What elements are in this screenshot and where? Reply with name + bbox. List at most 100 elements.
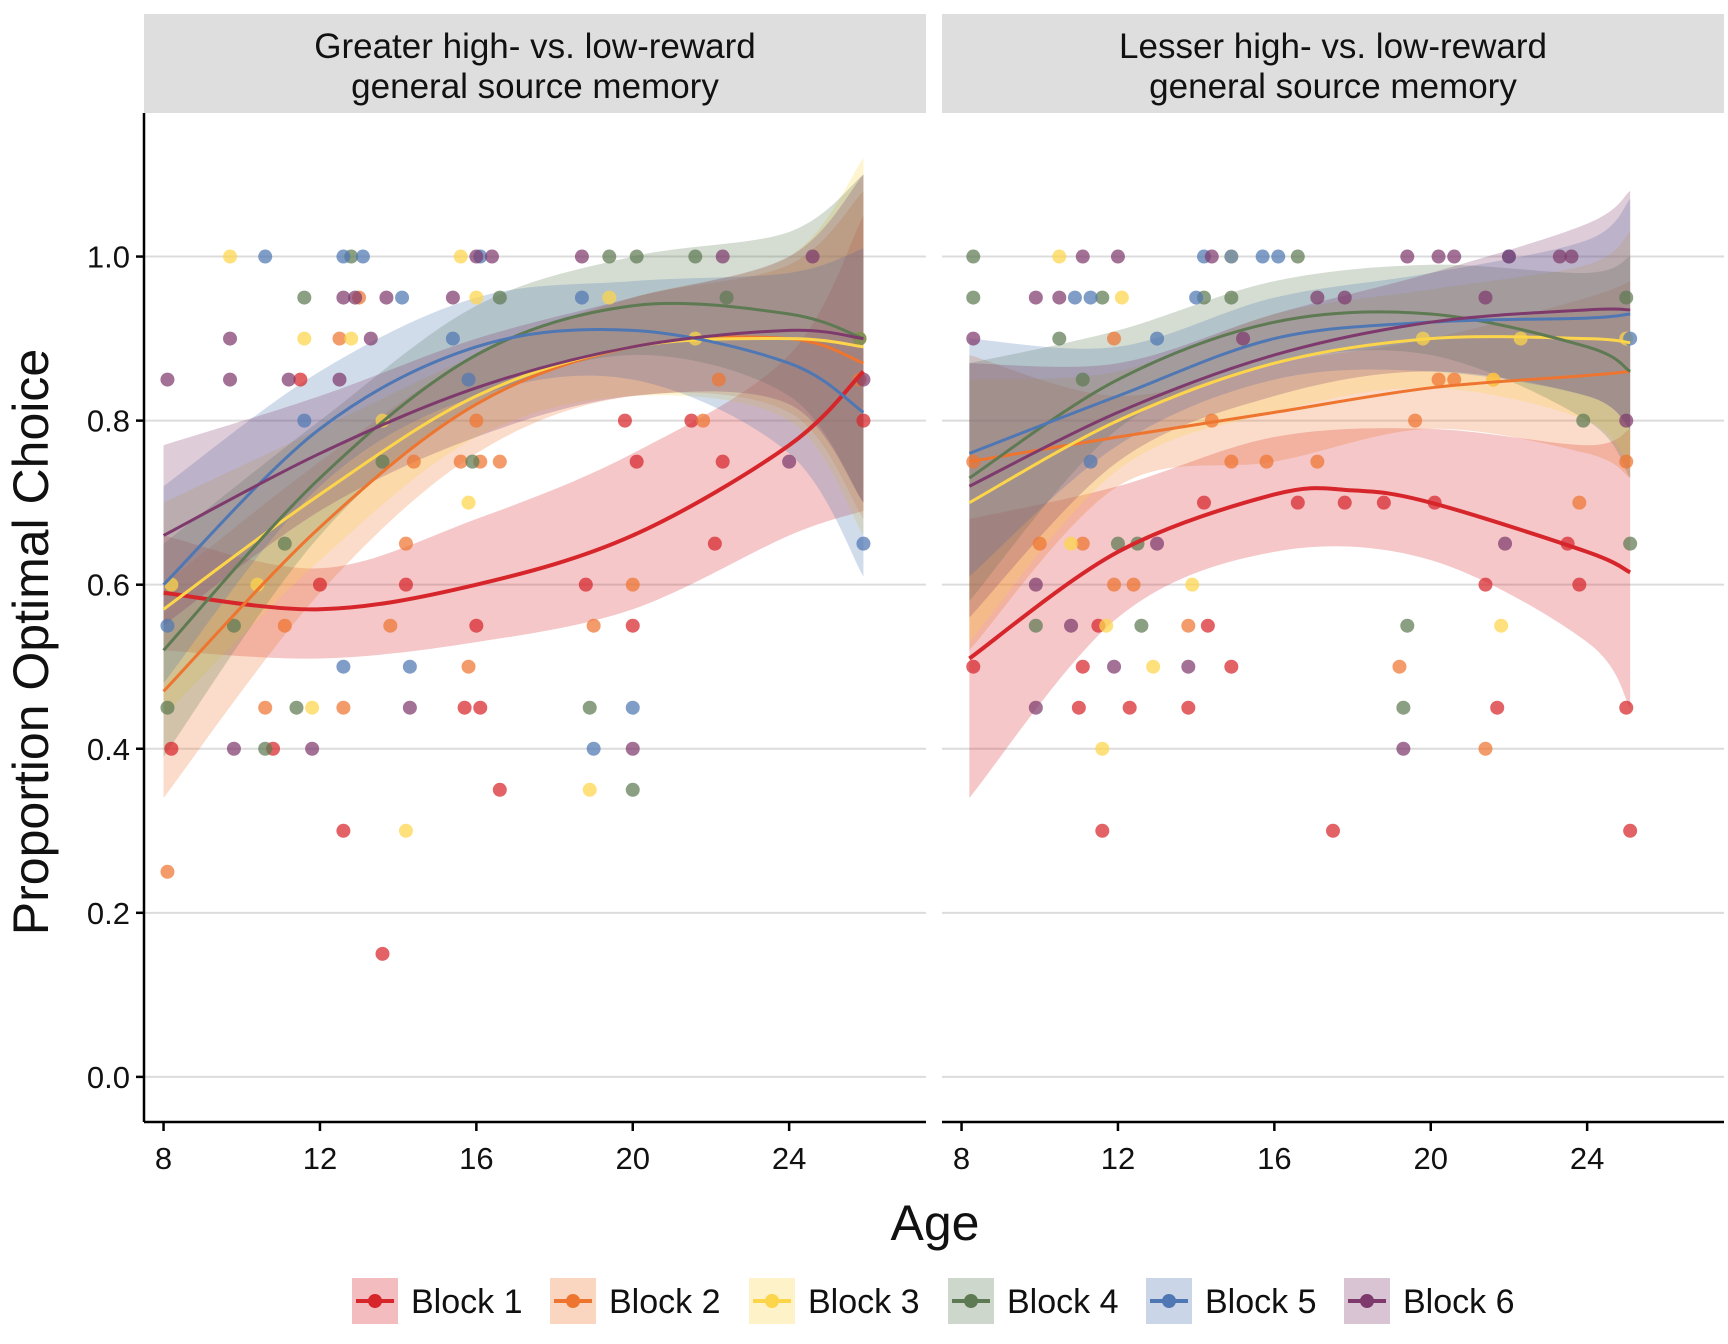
data-point [1576, 413, 1591, 428]
fit-line-6 [162, 328, 864, 537]
data-point [375, 454, 390, 469]
y-tick-label: 0.8 [87, 404, 130, 439]
data-point [223, 331, 238, 346]
data-point [1337, 290, 1352, 305]
data-point [332, 372, 347, 387]
data-point [164, 741, 179, 756]
data-point [336, 700, 351, 715]
data-point [398, 536, 413, 551]
data-point [1071, 700, 1086, 715]
panel-2: Lesser high- vs. low-reward general sourc… [942, 14, 1724, 1176]
data-point [160, 372, 175, 387]
legend-dot [1360, 1294, 1374, 1308]
x-tick-label: 16 [1257, 1141, 1291, 1176]
data-point [1290, 249, 1305, 264]
data-point [574, 290, 589, 305]
panel-title: Lesser high- vs. low-reward general sourc… [1119, 27, 1547, 106]
fit-line-4 [968, 310, 1632, 480]
ci-band-1 [163, 215, 864, 659]
fit-line-5 [162, 327, 865, 586]
data-point [1486, 372, 1501, 387]
data-point [469, 618, 484, 633]
data-point [1150, 536, 1165, 551]
data-point [1189, 290, 1204, 305]
legend-dot [368, 1294, 382, 1308]
data-point [1052, 290, 1067, 305]
plot-area [160, 158, 871, 961]
fit-line-1 [163, 369, 865, 612]
data-point [277, 536, 292, 551]
panel-title: Greater high- vs. low-reward general sour… [314, 27, 756, 106]
data-point [1431, 249, 1446, 264]
ci-band-2 [163, 190, 864, 798]
data-point [625, 782, 640, 797]
data-point [1028, 577, 1043, 592]
data-point [160, 618, 175, 633]
data-point [1623, 823, 1638, 838]
data-point [445, 331, 460, 346]
data-point [715, 249, 730, 264]
data-point [344, 331, 359, 346]
data-point [1224, 659, 1239, 674]
data-point [1400, 249, 1415, 264]
data-point [379, 290, 394, 305]
x-tick-label: 8 [953, 1141, 970, 1176]
data-point [1110, 536, 1125, 551]
data-point [1564, 249, 1579, 264]
data-point [625, 577, 640, 592]
data-point [625, 741, 640, 756]
fit-line-4 [162, 301, 864, 652]
data-point [582, 700, 597, 715]
data-point [966, 290, 981, 305]
data-point [629, 249, 644, 264]
data-point [1028, 700, 1043, 715]
data-point [617, 413, 632, 428]
x-tick-label: 8 [155, 1141, 172, 1176]
data-point [473, 700, 488, 715]
fit-line-3 [968, 335, 1631, 504]
data-point [1107, 659, 1122, 674]
data-point [1619, 454, 1634, 469]
data-point [1326, 823, 1340, 838]
data-point [1408, 413, 1423, 428]
data-point [1572, 577, 1587, 592]
fit-line-2 [969, 369, 1631, 464]
data-point [226, 741, 241, 756]
data-point [1075, 659, 1090, 674]
x-tick-label: 24 [772, 1141, 806, 1176]
data-point [383, 618, 398, 633]
data-point [629, 454, 644, 469]
y-tick-label: 0.2 [87, 896, 130, 931]
data-point [305, 741, 320, 756]
data-point [332, 331, 347, 346]
data-point [578, 577, 593, 592]
data-point [406, 454, 421, 469]
data-point [1110, 249, 1125, 264]
data-point [402, 659, 417, 674]
ci-band-2 [969, 281, 1631, 651]
data-point [1099, 618, 1114, 633]
data-point [1498, 536, 1513, 551]
data-point [625, 618, 640, 633]
data-point [1067, 290, 1082, 305]
data-point [1224, 249, 1239, 264]
ci-band-6 [163, 174, 864, 626]
data-point [805, 249, 820, 264]
data-point [1146, 659, 1161, 674]
data-point [1490, 700, 1505, 715]
data-point [336, 659, 351, 674]
data-point [492, 454, 507, 469]
data-point [465, 454, 480, 469]
fit-line-1 [968, 486, 1632, 661]
data-point [1572, 495, 1587, 510]
data-point [1623, 331, 1638, 346]
data-point [348, 290, 363, 305]
data-point [1204, 249, 1219, 264]
data-point [1083, 290, 1098, 305]
data-point [574, 249, 589, 264]
data-point [1396, 741, 1411, 756]
data-point [1310, 290, 1325, 305]
data-point [582, 782, 597, 797]
ci-band-3 [163, 158, 864, 716]
